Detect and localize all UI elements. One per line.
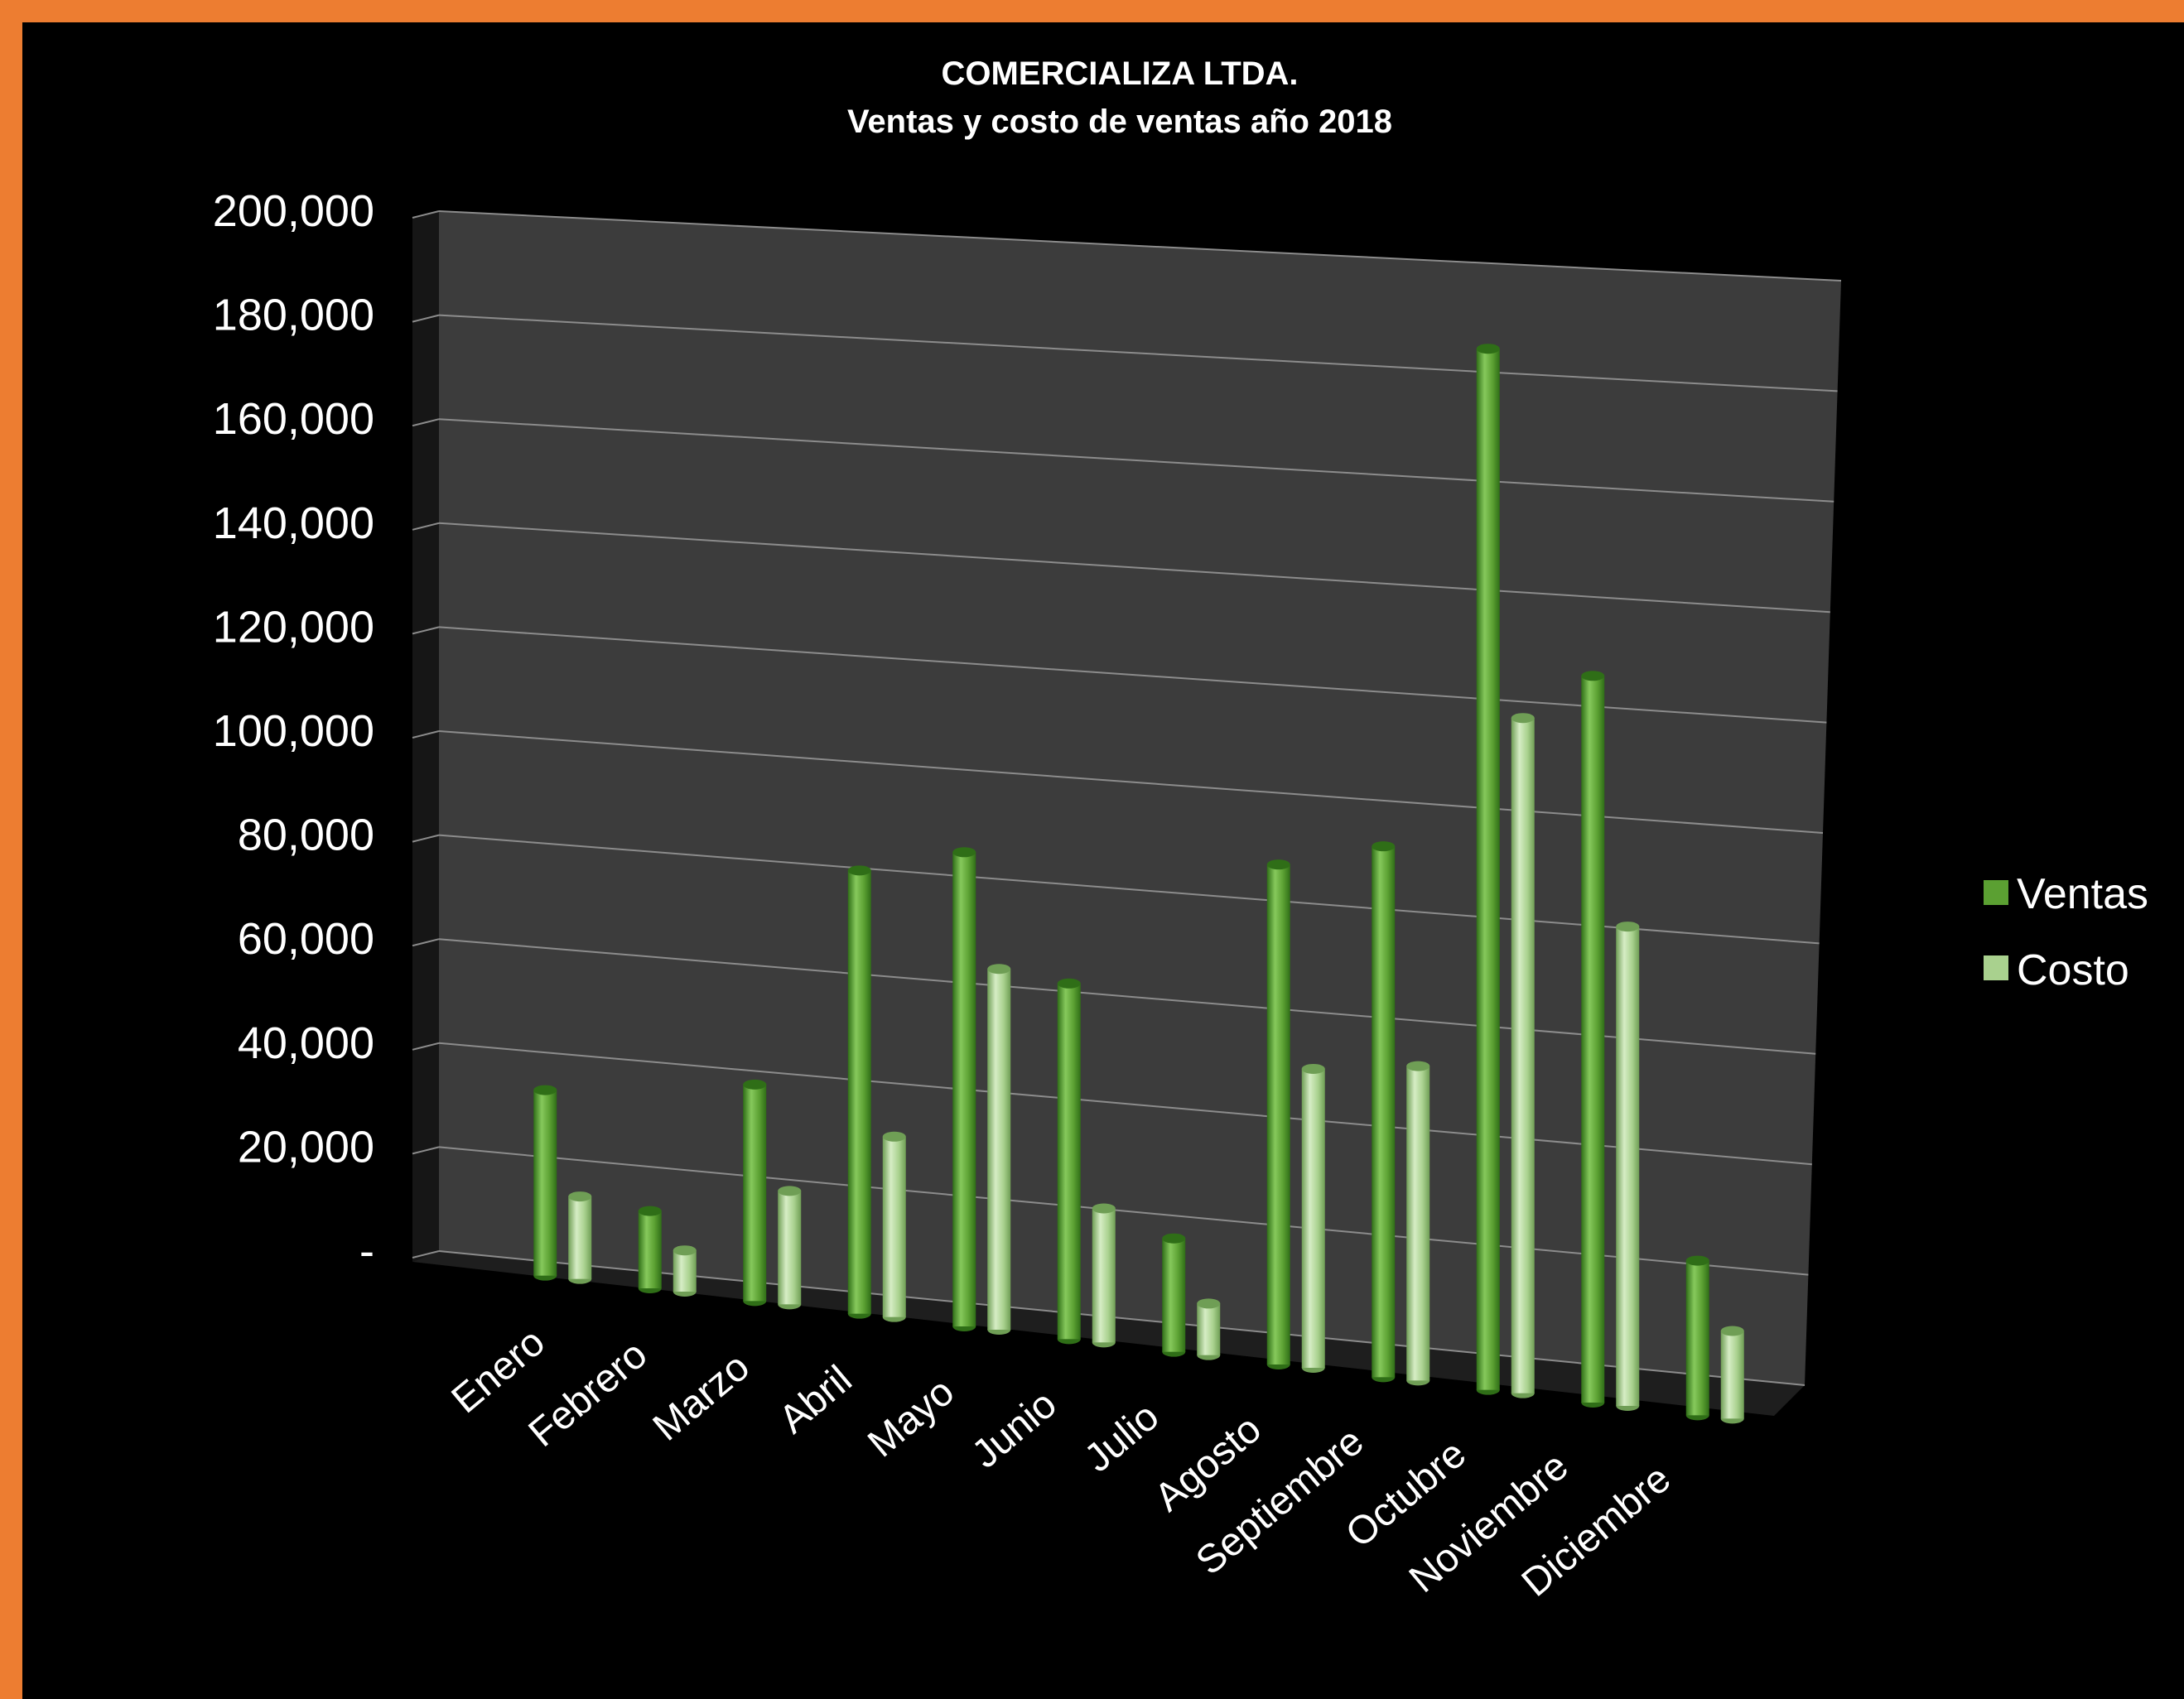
gridline — [438, 1250, 1806, 1386]
gridline-side — [412, 626, 440, 635]
bar-costo-marzo — [778, 1186, 802, 1310]
gridline-side — [412, 210, 440, 219]
y-axis-tick-labels: - 20,000 40,000 60,000 80,000 100,000 120,000 1… — [213, 186, 374, 1276]
bar-costo-enero — [568, 1191, 592, 1284]
gridline-side — [412, 314, 440, 323]
gridline — [438, 522, 1830, 614]
y-tick-label: 60,000 — [238, 914, 374, 964]
bar-ventas-febrero — [638, 1206, 662, 1293]
y-tick-label: 80,000 — [238, 811, 374, 860]
legend-swatch-ventas — [1984, 880, 2008, 905]
gridline-side — [412, 938, 440, 947]
legend-swatch-costo — [1984, 955, 2008, 980]
y-tick-label: 40,000 — [238, 1018, 374, 1068]
gridline — [438, 1146, 1809, 1276]
y-tick-label: 180,000 — [213, 291, 374, 340]
x-tick-label: Julio — [1077, 1394, 1168, 1480]
bar-ventas-octubre — [1476, 344, 1500, 1395]
gridline-side — [412, 730, 440, 739]
gridline-side — [412, 1250, 440, 1259]
x-tick-label: Abril — [771, 1357, 861, 1442]
gridline-side — [412, 834, 440, 843]
bar-ventas-agosto — [1266, 859, 1290, 1369]
chart-canvas: COMERCIALIZA LTDA. Ventas y costo de ven… — [213, 55, 2148, 1605]
bar-ventas-noviembre — [1581, 671, 1605, 1408]
bar-costo-diciembre — [1720, 1326, 1744, 1424]
gridline-side — [412, 418, 440, 427]
bar-costo-noviembre — [1616, 922, 1640, 1411]
legend-label-ventas: Ventas — [2017, 870, 2148, 918]
bar-costo-agosto — [1301, 1063, 1325, 1373]
x-tick-label: Marzo — [645, 1345, 758, 1449]
bar-costo-abril — [882, 1131, 906, 1322]
y-tick-label: 160,000 — [213, 394, 374, 444]
bar-ventas-mayo — [952, 847, 976, 1331]
y-tick-label: 20,000 — [238, 1122, 374, 1172]
x-tick-label: Enero — [444, 1320, 553, 1422]
x-tick-label: Mayo — [860, 1369, 962, 1466]
bar-ventas-diciembre — [1685, 1255, 1709, 1421]
y-tick-label: 140,000 — [213, 498, 374, 548]
bar-ventas-junio — [1057, 978, 1081, 1345]
bar-costo-febrero — [673, 1245, 697, 1297]
gridline — [438, 418, 1834, 503]
bar-costo-junio — [1092, 1203, 1116, 1348]
bar-costo-mayo — [987, 964, 1011, 1335]
chart-title-line-2: Ventas y costo de ventas año 2018 — [847, 103, 1392, 140]
bar-ventas-abril — [847, 865, 871, 1319]
bar-ventas-septiembre — [1372, 841, 1396, 1383]
legend: Ventas Costo — [1984, 870, 2148, 994]
y-tick-label: 100,000 — [213, 706, 374, 756]
bar-ventas-julio — [1162, 1233, 1186, 1357]
y-tick-label: 120,000 — [213, 602, 374, 652]
gridline — [438, 210, 1842, 282]
y-tick-label: - — [359, 1226, 374, 1276]
bars — [533, 344, 1744, 1424]
bar-costo-octubre — [1511, 713, 1535, 1398]
bar-costo-septiembre — [1406, 1061, 1430, 1386]
bar-ventas-enero — [533, 1085, 557, 1281]
gridline — [438, 314, 1838, 392]
bar-costo-julio — [1197, 1298, 1221, 1360]
legend-label-costo: Costo — [2017, 946, 2129, 994]
gridline-side — [412, 522, 440, 531]
chart-side-wall — [412, 211, 439, 1262]
y-tick-label: 200,000 — [213, 186, 374, 236]
chart-frame: COMERCIALIZA LTDA. Ventas y costo de ven… — [22, 22, 2184, 1699]
gridline-side — [412, 1146, 440, 1155]
bar-ventas-marzo — [743, 1079, 767, 1307]
chart-title-line-1: COMERCIALIZA LTDA. — [941, 55, 1298, 92]
gridline-side — [412, 1042, 440, 1051]
x-tick-label: Junio — [964, 1382, 1065, 1476]
